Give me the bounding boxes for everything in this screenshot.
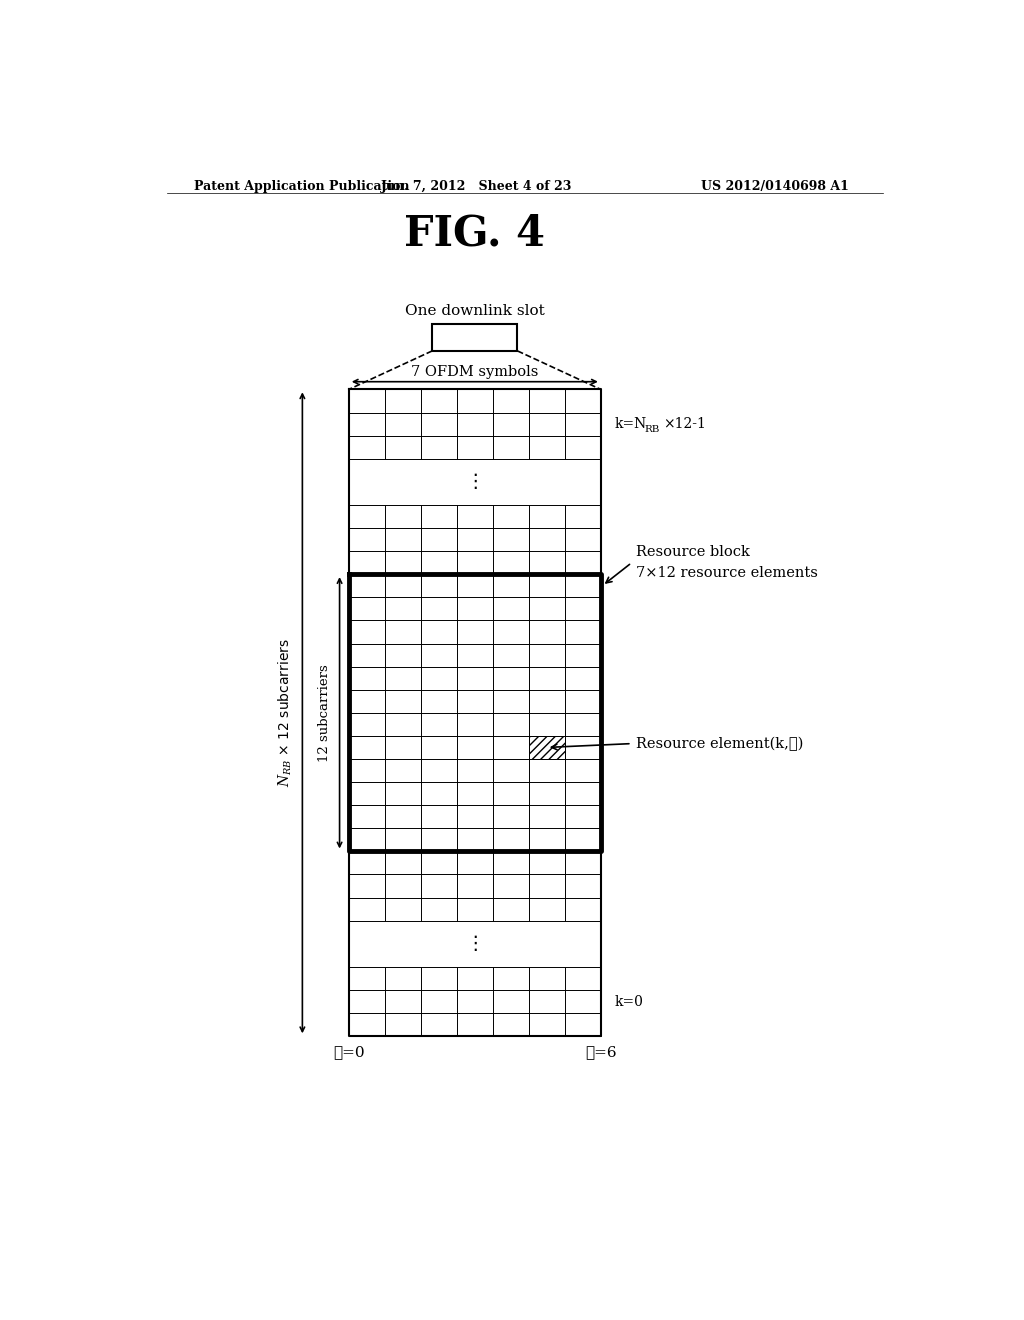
Text: 7 OFDM symbols: 7 OFDM symbols — [411, 364, 539, 379]
Text: One downlink slot: One downlink slot — [404, 304, 545, 318]
Text: 12 subcarriers: 12 subcarriers — [317, 664, 331, 762]
Text: Resource block: Resource block — [636, 545, 750, 558]
Text: ℓ=0: ℓ=0 — [333, 1045, 365, 1060]
Text: ℓ=6: ℓ=6 — [585, 1045, 616, 1060]
Bar — [432, 323, 517, 351]
Text: RB: RB — [644, 425, 659, 434]
Text: ⋮: ⋮ — [465, 473, 484, 491]
Text: Resource element(k,ℓ): Resource element(k,ℓ) — [636, 737, 803, 751]
Text: ×12-1: ×12-1 — [663, 417, 706, 432]
Text: Patent Application Publication: Patent Application Publication — [194, 180, 410, 193]
Text: k=N: k=N — [614, 417, 647, 432]
Text: FIG. 4: FIG. 4 — [403, 213, 545, 255]
Text: 7×12 resource elements: 7×12 resource elements — [636, 566, 817, 581]
Text: Jun. 7, 2012   Sheet 4 of 23: Jun. 7, 2012 Sheet 4 of 23 — [381, 180, 572, 193]
Bar — [528, 737, 565, 759]
Text: $N_{RB}$ × 12 subcarriers: $N_{RB}$ × 12 subcarriers — [276, 639, 294, 787]
Text: US 2012/0140698 A1: US 2012/0140698 A1 — [700, 180, 849, 193]
Text: ⋮: ⋮ — [465, 935, 484, 953]
Text: k=0: k=0 — [614, 994, 643, 1008]
